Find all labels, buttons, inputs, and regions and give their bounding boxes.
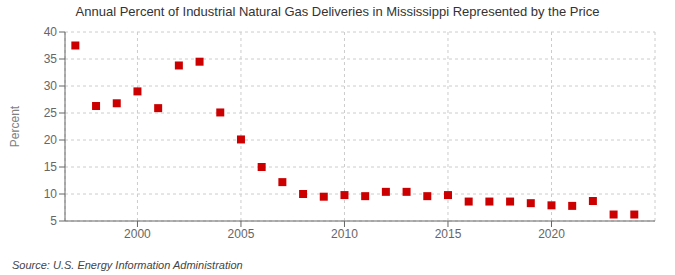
svg-text:25: 25 <box>44 106 58 120</box>
svg-text:2015: 2015 <box>435 227 462 241</box>
html-text:Source: U.S. Energy Informatio: Source: U.S. Energy Information Administ… <box>12 259 243 271</box>
html-text:Annual Percent of Industrial N: Annual Percent of Industrial Natural Gas… <box>75 4 600 19</box>
svg-text:2000: 2000 <box>124 227 151 241</box>
svg-text:15: 15 <box>44 160 58 174</box>
svg-text:5: 5 <box>50 214 57 228</box>
svg-text:10: 10 <box>44 187 58 201</box>
svg-text:Percent: Percent <box>8 105 22 147</box>
svg-text:2005: 2005 <box>228 227 255 241</box>
svg-text:2010: 2010 <box>331 227 358 241</box>
svg-text:30: 30 <box>44 79 58 93</box>
svg-text:20: 20 <box>44 133 58 147</box>
svg-text:40: 40 <box>44 25 58 39</box>
svg-text:2020: 2020 <box>538 227 565 241</box>
svg-text:35: 35 <box>44 52 58 66</box>
